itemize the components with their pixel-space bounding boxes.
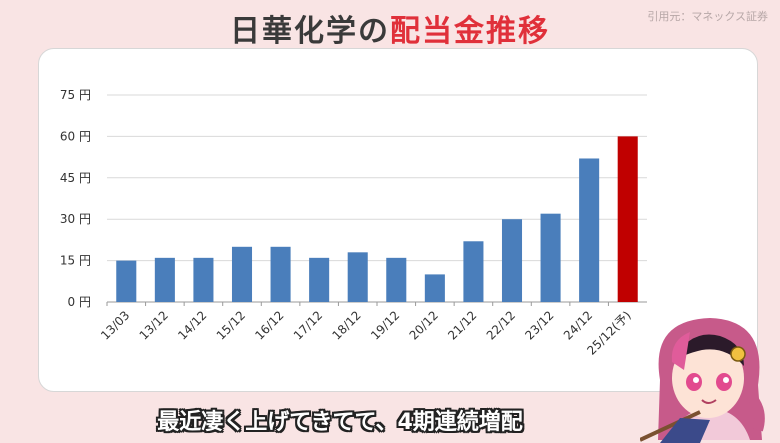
bar <box>270 246 291 302</box>
y-tick-label: 75 円 <box>60 88 91 102</box>
avatar <box>640 318 765 443</box>
title-topic: 配当金推移 <box>390 14 550 49</box>
bar <box>231 246 253 302</box>
bar <box>501 219 523 302</box>
bar <box>386 257 407 302</box>
title-company: 日華化学の <box>230 14 390 49</box>
x-tick-label: 19/12 <box>368 308 402 342</box>
y-tick-label: 60 円 <box>60 129 91 143</box>
x-tick-label: 23/12 <box>522 308 556 342</box>
y-tick-label: 0 円 <box>68 295 91 309</box>
x-tick-label: 22/12 <box>484 308 518 342</box>
bar <box>154 257 175 302</box>
chart-card: 0 円 15 円 30 円 45 円 60 円 75 円 13/03 13/12 14/12 15… <box>38 48 758 392</box>
y-tick-label: 30 円 <box>60 212 91 226</box>
dividend-bar-chart: 0 円 15 円 30 円 45 円 60 円 75 円 13/03 13/12 14/12 15… <box>60 88 647 358</box>
caption-subtitle: 最近凄く上げてきてて、4期連続増配 <box>157 410 523 435</box>
bar <box>579 158 600 302</box>
x-tick-label: 13/12 <box>137 308 171 342</box>
y-tick-label: 15 円 <box>60 254 91 268</box>
bar <box>116 260 137 302</box>
source-credit: 引用元：マネックス証券 <box>647 10 768 23</box>
bar <box>540 213 561 302</box>
bar <box>463 241 484 302</box>
bar <box>347 252 368 302</box>
bar <box>617 136 638 302</box>
x-tick-label: 16/12 <box>252 308 286 342</box>
bar <box>193 257 214 302</box>
x-tick-label: 13/03 <box>98 308 132 342</box>
bar <box>309 257 330 302</box>
x-tick-label: 24/12 <box>561 308 595 342</box>
x-tick-label: 21/12 <box>445 308 479 342</box>
bar <box>424 274 445 302</box>
x-tick-label: 15/12 <box>214 308 248 342</box>
y-tick-label: 45 円 <box>60 171 91 185</box>
x-tick-label: 20/12 <box>407 308 441 342</box>
x-tick-label: 17/12 <box>291 308 325 342</box>
x-tick-label: 14/12 <box>175 308 209 342</box>
page-title: 日華化学の配当金推移 <box>0 6 780 50</box>
x-tick-label: 18/12 <box>329 308 363 342</box>
